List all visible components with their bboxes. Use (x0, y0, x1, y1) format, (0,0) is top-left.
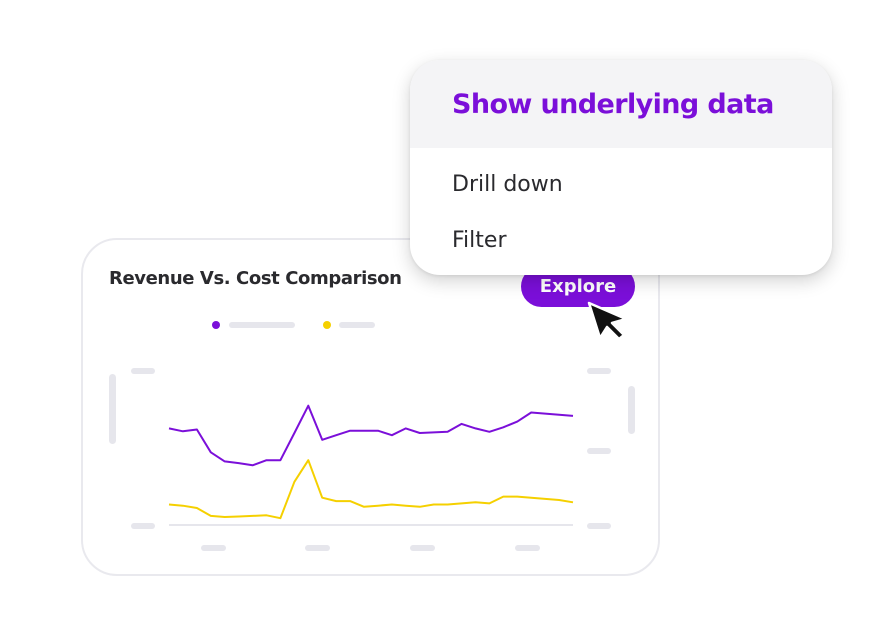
legend-cost-dot (323, 321, 331, 329)
menu-header-label: Show underlying data (452, 88, 774, 120)
legend-revenue-dot (212, 321, 220, 329)
chart (109, 321, 635, 551)
y-tick-right-bottom (587, 523, 611, 529)
x-tick-4 (515, 545, 540, 551)
menu-item-filter[interactable]: Filter (452, 228, 507, 253)
y-tick-right-mid (587, 448, 611, 454)
y-tick-right-top (587, 368, 611, 374)
cost-series-line (168, 459, 574, 520)
mouse-pointer-icon (587, 301, 628, 340)
x-tick-1 (201, 545, 226, 551)
menu-item-show-underlying-data[interactable]: Show underlying data (410, 60, 832, 148)
y-tick-left-top (131, 368, 155, 374)
y-axis-title-placeholder-left (109, 374, 116, 444)
menu-item-drill-down[interactable]: Drill down (452, 172, 563, 197)
legend-cost-label-placeholder (339, 322, 375, 328)
chart-title: Revenue Vs. Cost Comparison (109, 268, 402, 289)
revenue-series-line (168, 404, 574, 467)
x-tick-3 (410, 545, 435, 551)
chart-card: Revenue Vs. Cost Comparison Explore (81, 238, 660, 576)
x-tick-2 (305, 545, 330, 551)
series-layer (168, 404, 574, 520)
legend-revenue-label-placeholder (229, 322, 295, 328)
context-menu: Show underlying data Drill down Filter (410, 60, 832, 275)
y-tick-left-bottom (131, 523, 155, 529)
y-axis-title-placeholder-right (628, 386, 635, 434)
